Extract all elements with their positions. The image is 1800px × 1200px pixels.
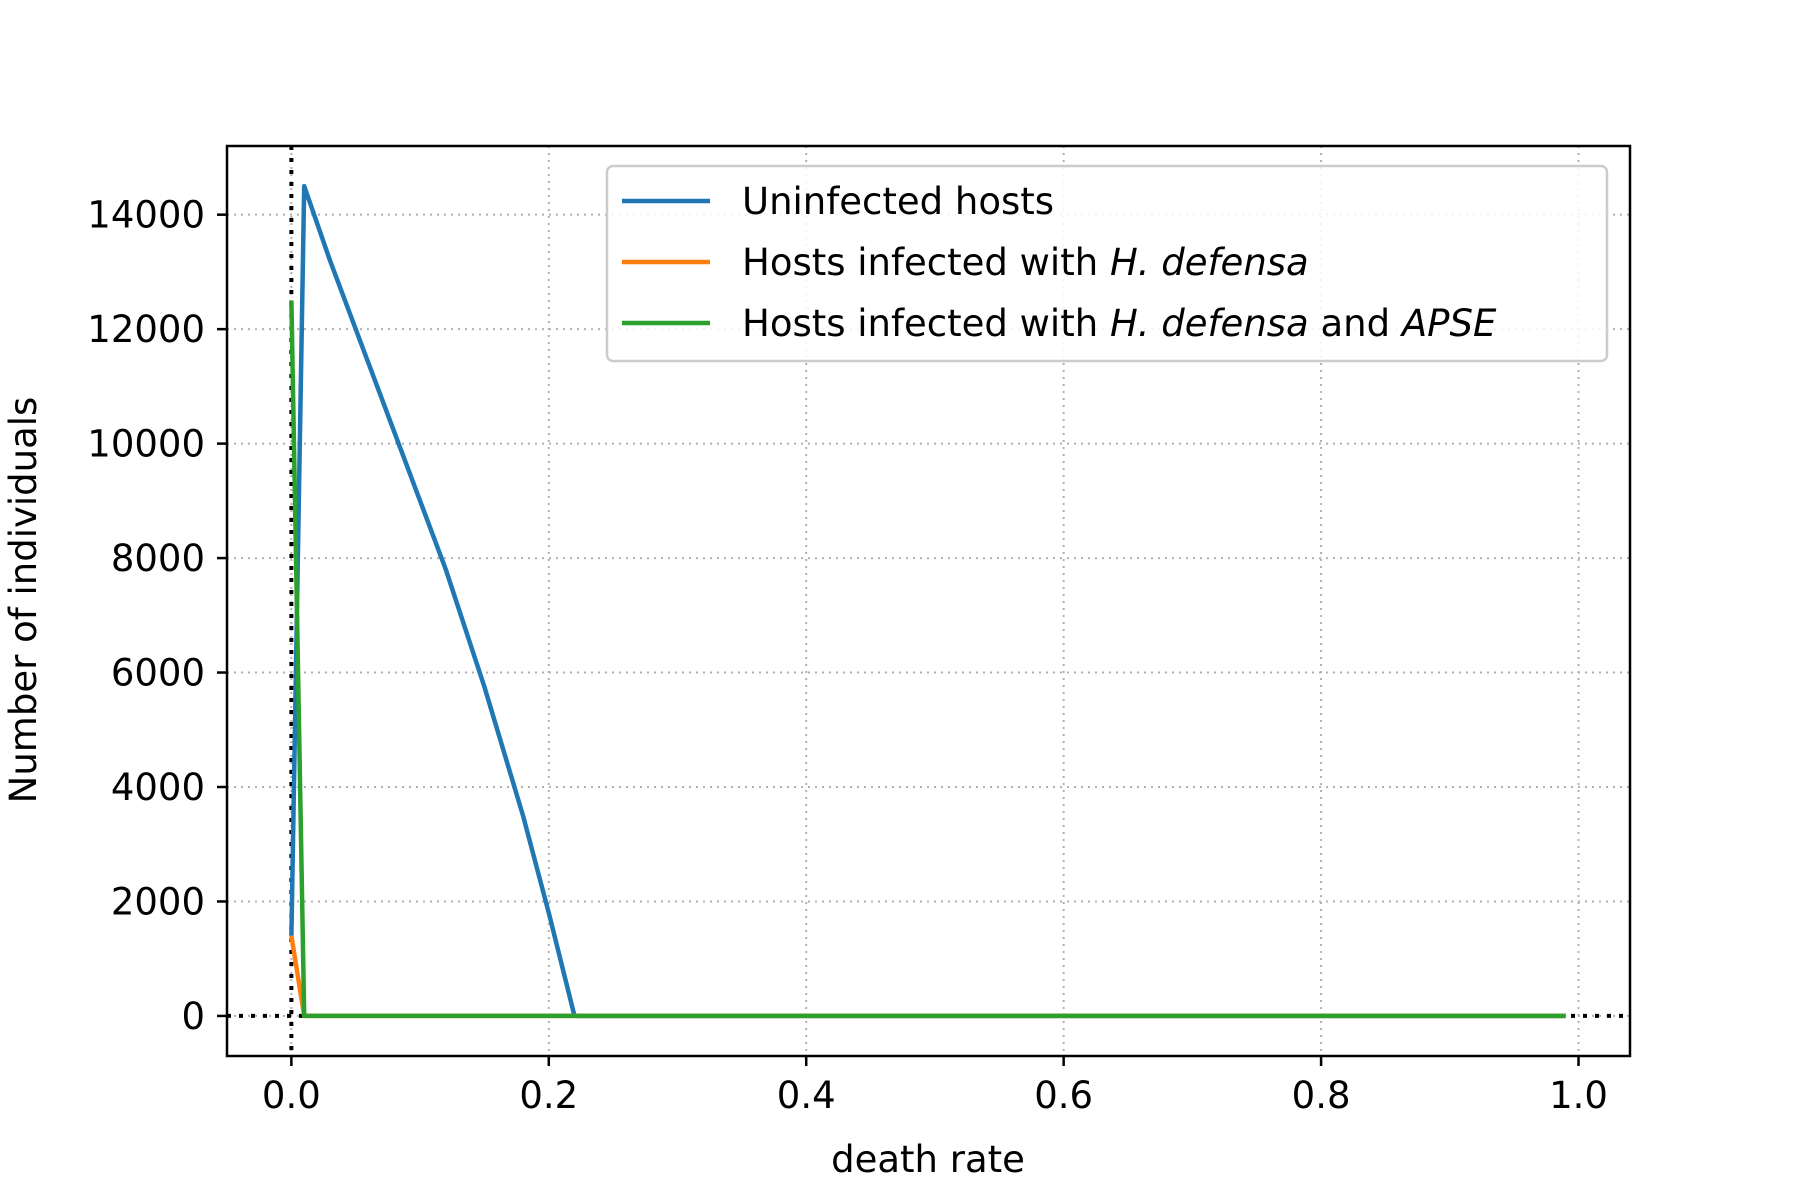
y-tick-label: 10000 [87, 423, 205, 466]
x-tick-label: 0.0 [262, 1074, 321, 1117]
y-tick-label: 2000 [111, 880, 205, 923]
legend: Uninfected hosts Hosts infected with H. d… [605, 164, 1609, 363]
legend-label-3: Hosts infected with H. defensa and APSE [742, 302, 1497, 345]
x-axis-label: death rate [831, 1138, 1025, 1181]
y-tick-label: 8000 [111, 537, 205, 580]
y-tick-label: 4000 [111, 766, 205, 809]
legend-label-1: Uninfected hosts [742, 180, 1054, 223]
y-axis-ticks: 0 2000 4000 6000 8000 10000 12000 14000 [87, 194, 227, 1038]
x-tick-label: 0.2 [519, 1074, 578, 1117]
y-tick-label: 12000 [87, 308, 205, 351]
x-tick-label: 0.6 [1034, 1074, 1093, 1117]
y-axis-label: Number of individuals [2, 397, 45, 804]
plot-frame [225, 144, 1632, 1058]
y-tick-label: 14000 [87, 194, 205, 237]
y-tick-label: 6000 [111, 652, 205, 695]
x-axis-ticks: 0.0 0.2 0.4 0.6 0.8 1.0 [262, 1056, 1608, 1117]
x-tick-label: 0.8 [1292, 1074, 1351, 1117]
series-lines [289, 183, 1566, 1019]
y-tick-label: 0 [181, 995, 205, 1038]
legend-box [605, 164, 1609, 363]
series-line-3 [289, 300, 1566, 1019]
x-tick-label: 0.4 [777, 1074, 836, 1117]
legend-label-2: Hosts infected with H. defensa [742, 241, 1309, 284]
x-tick-label: 1.0 [1549, 1074, 1608, 1117]
